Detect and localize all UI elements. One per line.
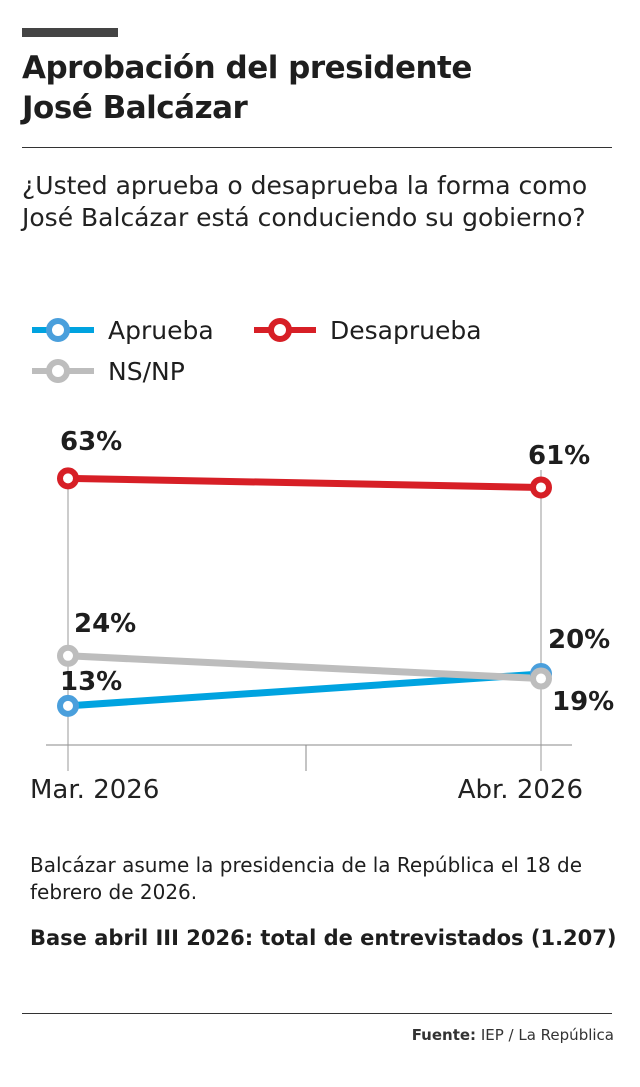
source: Fuente: IEP / La República [412,1026,614,1044]
survey-question: ¿Usted aprueba o desaprueba la forma com… [22,171,588,232]
series-line-aprueba [67,670,542,710]
source-label: Fuente: [411,1026,477,1044]
legend-label: Aprueba [108,315,214,345]
source-value: IEP / La República [476,1026,614,1044]
data-label: 63% [60,427,122,457]
sample-base: Base abril III 2026: total de entrevista… [30,926,617,950]
legend-aprueba: Aprueba [28,315,214,345]
data-label: 61% [528,441,590,471]
data-label: 20% [548,625,610,655]
x-tick-label: Mar. 2026 [30,775,159,805]
title-line-2: José Balcázar [22,90,248,126]
data-point [530,476,552,499]
legend-marker-nsnp [32,359,94,383]
data-label: 13% [60,667,122,697]
title-accent-bar [22,28,118,37]
legend-desaprueba: Desaprueba [250,315,482,345]
note: Balcázar asume la presidencia de la Repú… [30,853,583,904]
data-label: 19% [552,687,614,717]
series-line-desaprueba [67,474,542,491]
chart-title: Aprobación del presidente José Balcázar [22,48,622,128]
data-point [57,694,79,717]
series-line-nsnp [67,652,542,683]
legend-marker-aprueba [32,318,94,342]
legend-label: NS/NP [108,356,185,386]
divider-bottom [22,1013,612,1014]
x-tick-label: Abr. 2026 [458,775,583,805]
data-point [57,467,79,490]
data-label: 24% [74,609,136,639]
data-point [57,644,79,667]
legend-label: Desaprueba [330,315,482,345]
legend-marker-desaprueba [254,318,316,342]
legend-nsnp: NS/NP [28,356,185,386]
line-chart: Mar. 2026 Abr. 2026 13% 20% 63% 61% 24% 19% [30,427,614,805]
divider [22,147,612,148]
title-line-1: Aprobación del presidente [22,50,472,86]
data-point [530,667,552,690]
